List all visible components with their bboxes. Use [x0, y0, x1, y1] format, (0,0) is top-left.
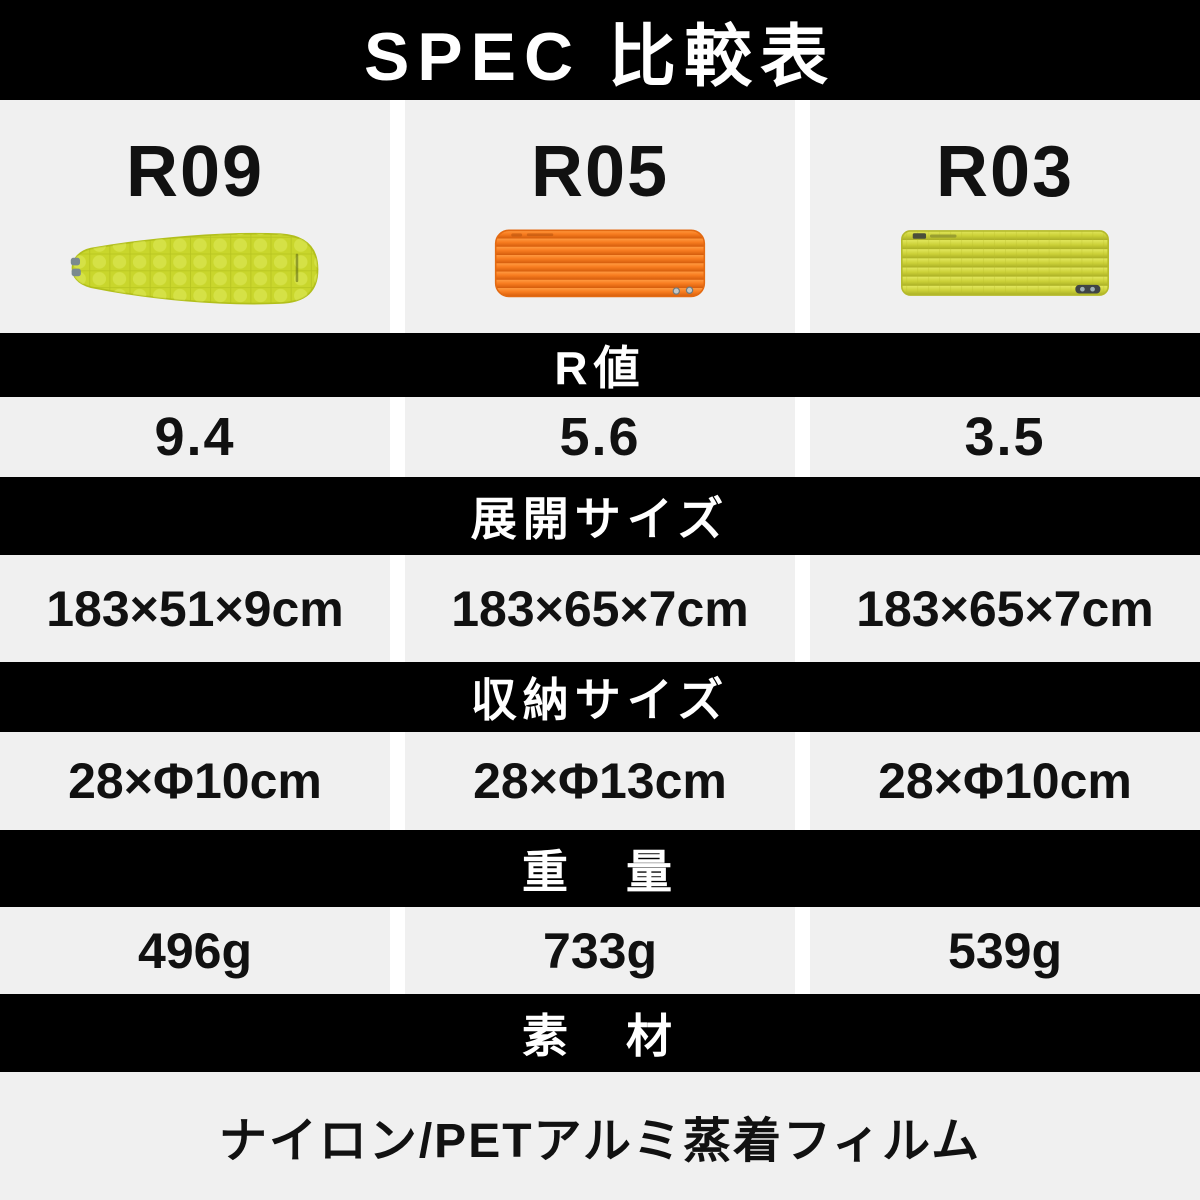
row-label-material: 素 材: [0, 994, 1200, 1072]
r05-valve-icon: [672, 287, 680, 295]
r03-valve-icon: [1075, 284, 1101, 294]
unfolded-size-r05: 183×65×7cm: [405, 555, 795, 662]
r-value-r09: 9.4: [0, 397, 390, 477]
product-image-r03-mat-icon: [901, 230, 1109, 296]
row-values-unfolded-size: 183×51×9cm 183×65×7cm 183×65×7cm: [0, 555, 1200, 662]
page-title: SPEC 比較表: [363, 18, 837, 95]
row-label-text: R値: [554, 342, 646, 394]
material-value: ナイロン/PETアルミ蒸着フィルム: [218, 1115, 982, 1168]
product-name-r03: R03: [935, 132, 1075, 212]
r-value-r05: 5.6: [405, 397, 795, 477]
weight-r09: 496g: [0, 907, 390, 994]
page-title-band: SPEC 比較表: [0, 0, 1200, 100]
unfolded-size-r03: 183×65×7cm: [810, 555, 1200, 662]
weight-r03: 539g: [810, 907, 1200, 994]
row-values-packed-size: 28×Φ10cm 28×Φ13cm 28×Φ10cm: [0, 732, 1200, 830]
packed-size-r03: 28×Φ10cm: [810, 732, 1200, 830]
row-label-packed-size: 収納サイズ: [0, 662, 1200, 732]
row-value-material: ナイロン/PETアルミ蒸着フィルム: [0, 1072, 1200, 1200]
product-image-r09-mat-icon: [70, 232, 319, 305]
row-label-text: 素 材: [522, 1010, 678, 1062]
product-column-r03: R03: [810, 100, 1200, 333]
row-label-weight: 重 量: [0, 830, 1200, 907]
row-values-weight: 496g 733g 539g: [0, 907, 1200, 994]
packed-size-r05: 28×Φ13cm: [405, 732, 795, 830]
product-image-r05-mat-icon: [494, 229, 706, 298]
row-label-r-value: R値: [0, 333, 1200, 397]
r09-valve-icon: [70, 257, 81, 266]
r09-valve-icon: [71, 268, 81, 277]
product-column-r05: R05: [405, 100, 795, 333]
r03-logo-icon: [912, 233, 927, 239]
row-values-r-value: 9.4 5.6 3.5: [0, 397, 1200, 477]
unfolded-size-r09: 183×51×9cm: [0, 555, 390, 662]
weight-r05: 733g: [405, 907, 795, 994]
product-name-r05: R05: [530, 132, 670, 212]
r05-valve-icon: [685, 286, 694, 294]
r-value-r03: 3.5: [810, 397, 1200, 477]
row-label-text: 展開サイズ: [470, 493, 730, 545]
row-label-unfolded-size: 展開サイズ: [0, 477, 1200, 555]
row-label-text: 収納サイズ: [470, 674, 730, 726]
packed-size-r09: 28×Φ10cm: [0, 732, 390, 830]
product-header-row: R09 R05: [0, 100, 1200, 333]
product-name-r09: R09: [125, 132, 265, 212]
product-column-r09: R09: [0, 100, 390, 333]
row-label-text: 重 量: [522, 845, 678, 898]
